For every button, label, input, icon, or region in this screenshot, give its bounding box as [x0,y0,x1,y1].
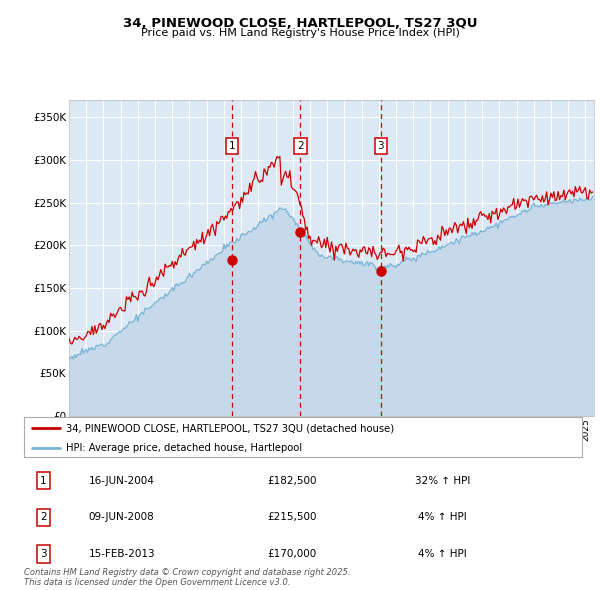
Text: Contains HM Land Registry data © Crown copyright and database right 2025.
This d: Contains HM Land Registry data © Crown c… [24,568,350,587]
Text: 34, PINEWOOD CLOSE, HARTLEPOOL, TS27 3QU (detached house): 34, PINEWOOD CLOSE, HARTLEPOOL, TS27 3QU… [66,424,394,434]
Text: £215,500: £215,500 [267,513,317,522]
Text: 2: 2 [40,513,47,522]
Text: 16-JUN-2004: 16-JUN-2004 [89,476,155,486]
Text: 09-JUN-2008: 09-JUN-2008 [89,513,155,522]
Text: 34, PINEWOOD CLOSE, HARTLEPOOL, TS27 3QU: 34, PINEWOOD CLOSE, HARTLEPOOL, TS27 3QU [123,17,477,30]
Text: £182,500: £182,500 [267,476,317,486]
Text: 3: 3 [377,141,384,151]
Text: HPI: Average price, detached house, Hartlepool: HPI: Average price, detached house, Hart… [66,444,302,454]
Text: 4% ↑ HPI: 4% ↑ HPI [418,513,467,522]
Text: 15-FEB-2013: 15-FEB-2013 [88,549,155,559]
Text: £170,000: £170,000 [267,549,316,559]
Text: 3: 3 [40,549,47,559]
Text: 1: 1 [229,141,235,151]
Text: 32% ↑ HPI: 32% ↑ HPI [415,476,470,486]
Text: 4% ↑ HPI: 4% ↑ HPI [418,549,467,559]
Text: 2: 2 [297,141,304,151]
Text: Price paid vs. HM Land Registry's House Price Index (HPI): Price paid vs. HM Land Registry's House … [140,28,460,38]
Text: 1: 1 [40,476,47,486]
